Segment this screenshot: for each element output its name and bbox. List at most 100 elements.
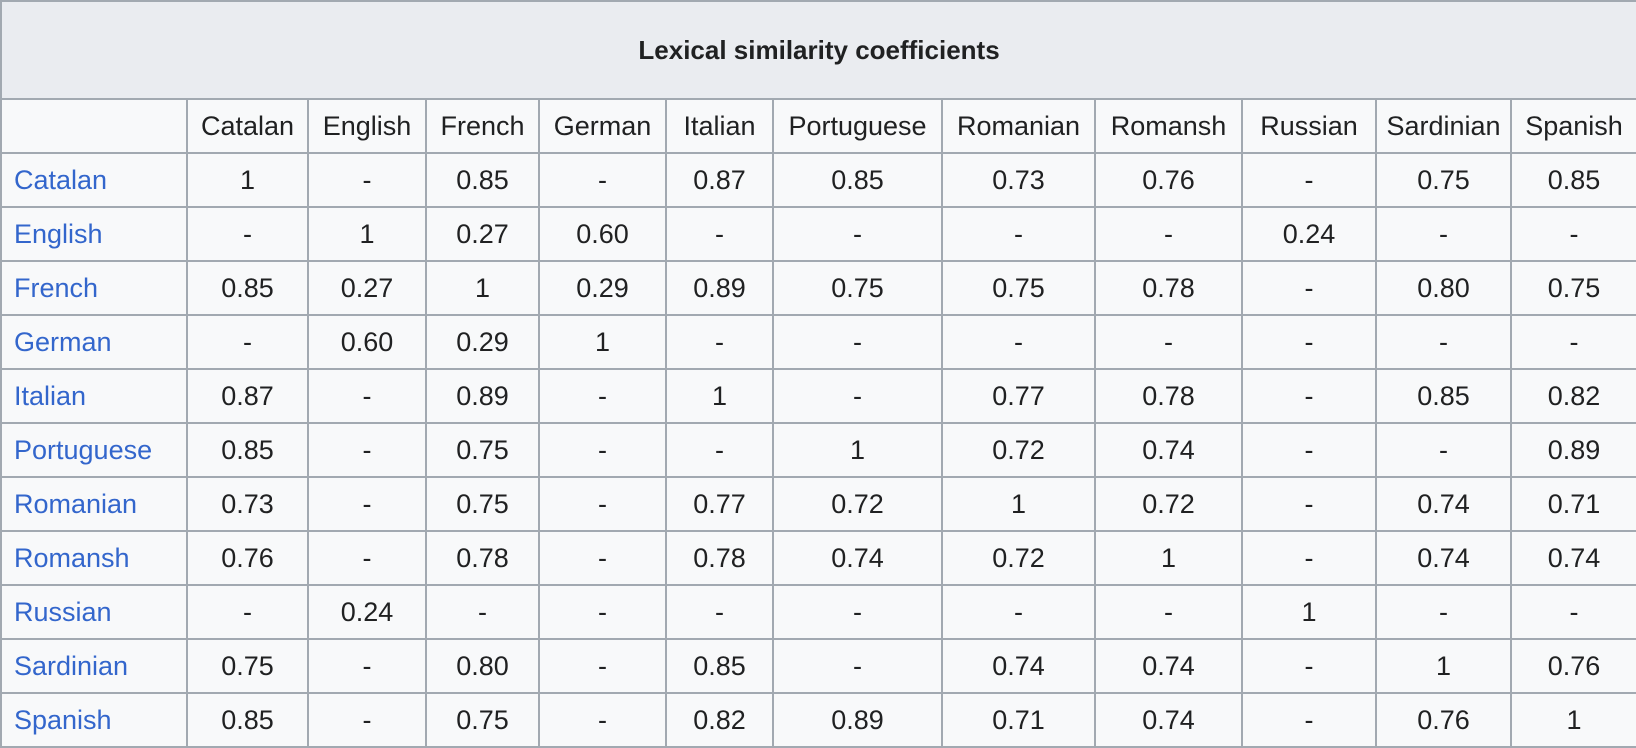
language-link-spanish[interactable]: Spanish [14,704,112,735]
table-cell: 0.76 [1509,638,1636,694]
table-row: Spanish 0.85-0.75-0.82 0.89 0.71 0.74-0.76 1 [0,692,1636,748]
table-cell: 0.89 [425,368,540,424]
table-cell: - [1241,314,1377,370]
table-cell: 1 [1509,692,1636,748]
table-cell: - [538,692,667,748]
table-cell: - [538,476,667,532]
table-cell: 0.77 [665,476,774,532]
column-header-romansh: Romansh [1094,98,1243,154]
table-row: Portuguese 0.85-0.75- -1 0.72 0.74- -0.89 [0,422,1636,478]
table-title: Lexical similarity coefficients [0,0,1636,100]
table-cell: 0.85 [186,422,309,478]
language-link-english[interactable]: English [14,218,103,249]
table-cell: 0.74 [772,530,943,586]
language-link-romansh[interactable]: Romansh [14,542,130,573]
table-cell: 0.87 [186,368,309,424]
table-cell: - [941,584,1096,640]
table-cell: 0.75 [425,476,540,532]
table-cell: 0.78 [665,530,774,586]
table-cell: 0.78 [425,530,540,586]
table-cell: 0.76 [1094,152,1243,208]
language-link-italian[interactable]: Italian [14,380,87,411]
language-link-french[interactable]: French [14,272,99,303]
language-link-catalan[interactable]: Catalan [14,164,108,195]
table-cell: - [1241,152,1377,208]
table-row: German -0.60 0.29 1- - - - - - - [0,314,1636,370]
language-link-german[interactable]: German [14,326,112,357]
table-cell: 0.72 [941,530,1096,586]
table-cell: 1 [772,422,943,478]
table-cell: - [1509,206,1636,262]
table-cell: - [772,368,943,424]
table-cell: - [1094,206,1243,262]
table-cell: 0.74 [1375,476,1512,532]
table-cell: 0.74 [1509,530,1636,586]
table-cell: 0.75 [186,638,309,694]
row-header-cell: Romansh [0,530,188,586]
table-cell: 0.78 [1094,368,1243,424]
table-cell: 0.76 [186,530,309,586]
table-cell: - [425,584,540,640]
row-header-cell: Italian [0,368,188,424]
table-cell: 0.60 [307,314,427,370]
language-link-romanian[interactable]: Romanian [14,488,138,519]
table-row: English -1 0.27 0.60- - - -0.24- - [0,206,1636,262]
language-link-russian[interactable]: Russian [14,596,112,627]
table-cell: 1 [307,206,427,262]
table-cell: 0.27 [425,206,540,262]
row-header-cell: French [0,260,188,316]
table-cell: - [538,638,667,694]
table-cell: 0.80 [1375,260,1512,316]
table-cell: 0.80 [425,638,540,694]
table-cell: 1 [425,260,540,316]
table-cell: 0.78 [1094,260,1243,316]
row-header-cell: Portuguese [0,422,188,478]
table-cell: - [772,638,943,694]
row-header-cell: German [0,314,188,370]
table-cell: 0.82 [665,692,774,748]
table-cell: 0.72 [772,476,943,532]
table-cell: 0.24 [1241,206,1377,262]
row-header-cell: English [0,206,188,262]
row-header-cell: Romanian [0,476,188,532]
table-cell: 0.71 [1509,476,1636,532]
table-cell: 1 [665,368,774,424]
table-cell: 0.77 [941,368,1096,424]
table-cell: 0.74 [1094,692,1243,748]
row-header-cell: Spanish [0,692,188,748]
table-cell: - [538,530,667,586]
table-cell: - [1241,422,1377,478]
table-cell: - [1241,692,1377,748]
table-cell: - [307,638,427,694]
table-cell: - [772,206,943,262]
table-cell: 0.27 [307,260,427,316]
table-cell: - [538,152,667,208]
table-cell: - [1241,638,1377,694]
table-cell: 0.75 [425,422,540,478]
table-row: Romanian 0.73-0.75-0.77 0.72 1 0.72-0.74 0.71 [0,476,1636,532]
table-cell: - [772,584,943,640]
table-cell: - [186,314,309,370]
table-cell: 0.24 [307,584,427,640]
table-cell: 1 [1375,638,1512,694]
table-cell: 0.75 [1375,152,1512,208]
table-cell: 0.76 [1375,692,1512,748]
table-cell: 0.85 [665,638,774,694]
language-link-sardinian[interactable]: Sardinian [14,650,129,681]
table-cell: 0.85 [186,260,309,316]
table-cell: - [307,422,427,478]
table-cell: 0.85 [1509,152,1636,208]
column-header-french: French [425,98,540,154]
table-cell: 0.74 [1094,638,1243,694]
table-row: Romansh 0.76-0.78-0.78 0.74 0.72 1-0.74 0.74 [0,530,1636,586]
table-cell: 0.74 [1094,422,1243,478]
table-cell: - [665,584,774,640]
table-cell: 0.75 [772,260,943,316]
table-cell: 0.85 [186,692,309,748]
language-link-portuguese[interactable]: Portuguese [14,434,153,465]
table-cell: - [538,422,667,478]
table-cell: - [538,584,667,640]
table-cell: 0.72 [1094,476,1243,532]
column-header-romanian: Romanian [941,98,1096,154]
